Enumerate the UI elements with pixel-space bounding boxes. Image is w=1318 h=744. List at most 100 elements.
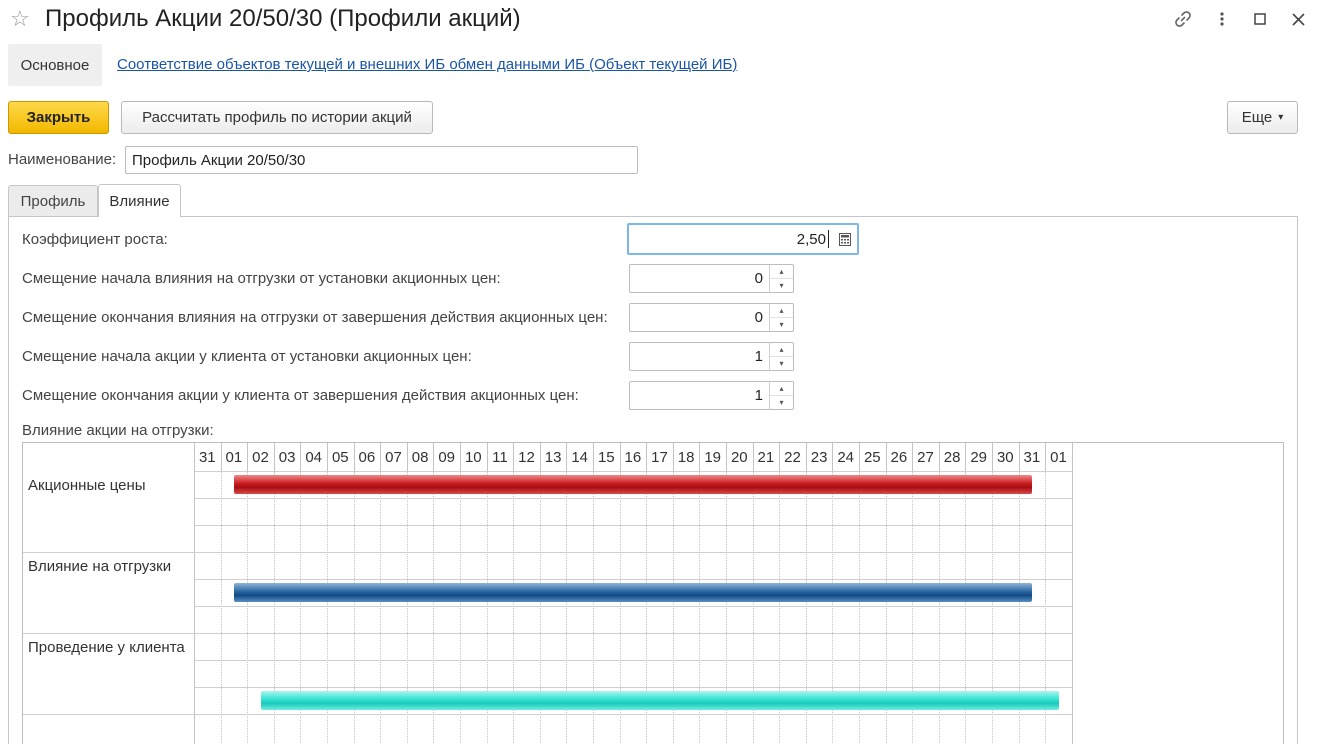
calculate-profile-button[interactable]: Рассчитать профиль по истории акций <box>121 101 433 134</box>
gantt-day-label: 05 <box>331 448 349 466</box>
gantt-row-label: Акционные цены <box>28 477 146 494</box>
nav-link-objects-mapping[interactable]: Соответствие объектов текущей и внешних … <box>117 56 738 73</box>
spin-down-icon[interactable]: ▾ <box>770 356 793 370</box>
gantt-day-header-divider <box>619 443 621 471</box>
spin-up-icon[interactable]: ▴ <box>779 305 784 315</box>
gantt-subrow-line <box>194 687 1072 688</box>
gantt-day-label: 27 <box>917 448 934 466</box>
client-end-offset-value: 1 <box>754 387 763 404</box>
gantt-bar-2[interactable] <box>260 691 1059 710</box>
gantt-day-gridline <box>672 471 674 744</box>
gantt-day-header-divider <box>1018 443 1020 471</box>
gantt-day-gridline <box>247 471 249 744</box>
gantt-day-label: 14 <box>571 448 589 466</box>
gantt-row-line <box>23 714 1072 715</box>
gantt-day-label: 16 <box>624 448 642 466</box>
gantt-day-gridline <box>912 471 914 744</box>
client-start-offset-input[interactable]: 1 ▴ ▾ <box>629 342 794 371</box>
spin-down-icon[interactable]: ▾ <box>770 395 793 409</box>
gantt-day-header-divider <box>513 443 515 471</box>
spin-up-icon[interactable]: ▴ <box>779 344 784 354</box>
gantt-day-label: 07 <box>385 448 402 466</box>
growth-coefficient-value: 2,50 <box>796 230 826 248</box>
gantt-day-label: 06 <box>358 448 376 466</box>
gantt-bar-0[interactable] <box>233 475 1032 494</box>
client-end-offset-label: Смещение окончания акции у клиента от за… <box>22 387 579 404</box>
shipment-end-offset-label: Смещение окончания влияния на отгрузки о… <box>22 309 608 326</box>
close-button[interactable]: Закрыть <box>8 101 109 134</box>
gantt-day-label: 11 <box>492 448 508 466</box>
gantt-grid-end <box>1071 443 1073 744</box>
shipment-start-offset-input[interactable]: 0 ▴ ▾ <box>629 264 794 293</box>
close-icon[interactable] <box>1285 6 1311 32</box>
spin-down-icon[interactable]: ▾ <box>770 317 793 331</box>
gantt-day-header-divider <box>273 443 275 471</box>
gantt-day-gridline <box>832 471 834 744</box>
gantt-day-label: 22 <box>784 448 801 466</box>
shipment-start-offset-value: 0 <box>754 270 763 287</box>
spin-up-icon[interactable]: ▴ <box>779 383 784 393</box>
gantt-day-gridline <box>380 471 382 744</box>
gantt-day-label: 15 <box>597 448 615 466</box>
gantt-day-gridline <box>1018 471 1020 744</box>
more-vertical-icon[interactable] <box>1209 6 1235 32</box>
spin-buttons[interactable]: ▴ ▾ <box>769 343 793 370</box>
gantt-day-label: 21 <box>757 448 775 466</box>
gantt-day-label: 03 <box>278 448 296 466</box>
maximize-icon[interactable] <box>1247 6 1273 32</box>
gantt-day-gridline <box>300 471 302 744</box>
gantt-day-header-divider <box>486 443 488 471</box>
tab-influence[interactable]: Влияние <box>98 184 181 217</box>
gantt-day-label: 31 <box>198 448 216 466</box>
gantt-day-label: 24 <box>837 448 855 466</box>
gantt-day-header-divider <box>832 443 834 471</box>
gantt-day-header-divider <box>938 443 940 471</box>
gantt-day-gridline <box>885 471 887 744</box>
gantt-header-line <box>194 471 1072 472</box>
link-icon[interactable] <box>1170 6 1196 32</box>
gantt-day-header-divider <box>859 443 860 471</box>
gantt-day-gridline <box>486 471 488 744</box>
gantt-title: Влияние акции на отгрузки: <box>22 422 214 439</box>
gantt-day-gridline <box>646 471 648 744</box>
gantt-day-label: 04 <box>305 448 323 466</box>
gantt-day-gridline <box>1045 471 1047 744</box>
gantt-day-header-divider <box>300 443 302 471</box>
gantt-day-gridline <box>619 471 621 744</box>
spin-buttons[interactable]: ▴ ▾ <box>769 382 793 409</box>
gantt-day-header-divider <box>539 443 541 471</box>
name-input[interactable]: Профиль Акции 20/50/30 <box>125 146 638 174</box>
gantt-bar-1[interactable] <box>233 583 1032 602</box>
gantt-day-gridline <box>433 471 435 744</box>
gantt-day-gridline <box>859 471 860 744</box>
gantt-day-gridline <box>539 471 541 744</box>
gantt-day-header-divider <box>779 443 781 471</box>
spin-down-icon[interactable]: ▾ <box>770 278 793 292</box>
spin-buttons[interactable]: ▴ ▾ <box>769 304 793 331</box>
gantt-day-header-divider <box>247 443 249 471</box>
calculator-icon[interactable] <box>833 232 857 246</box>
spin-up-icon[interactable]: ▴ <box>779 266 784 276</box>
spin-buttons[interactable]: ▴ ▾ <box>769 265 793 292</box>
client-end-offset-input[interactable]: 1 ▴ ▾ <box>629 381 794 410</box>
gantt-day-header-divider <box>327 443 328 471</box>
gantt-day-label: 12 <box>518 448 535 466</box>
tab-profile[interactable]: Профиль <box>8 185 98 217</box>
nav-main-section[interactable]: Основное <box>8 44 102 86</box>
gantt-row-line <box>23 633 1072 634</box>
growth-coefficient-input[interactable]: 2,50 <box>627 223 859 255</box>
gantt-day-header-divider <box>912 443 914 471</box>
shipment-end-offset-input[interactable]: 0 ▴ ▾ <box>629 303 794 332</box>
favorite-star-icon[interactable]: ☆ <box>10 6 30 31</box>
gantt-day-label: 09 <box>438 448 456 466</box>
shipment-end-offset-value: 0 <box>754 309 763 326</box>
gantt-subrow-line <box>194 660 1072 661</box>
gantt-row-label: Влияние на отгрузки <box>28 558 172 575</box>
gantt-chart[interactable]: 31 01 02 03 04 05 06 07 08 09 10 11 12 13 14 15 16 17 18 19… <box>22 442 1284 744</box>
more-button[interactable]: Еще ▾ <box>1227 101 1298 134</box>
gantt-day-header-divider <box>699 443 701 471</box>
gantt-day-label: 19 <box>704 448 722 466</box>
gantt-day-label: 29 <box>970 448 988 466</box>
gantt-day-header-divider <box>805 443 807 471</box>
gantt-day-header-divider <box>460 443 461 471</box>
